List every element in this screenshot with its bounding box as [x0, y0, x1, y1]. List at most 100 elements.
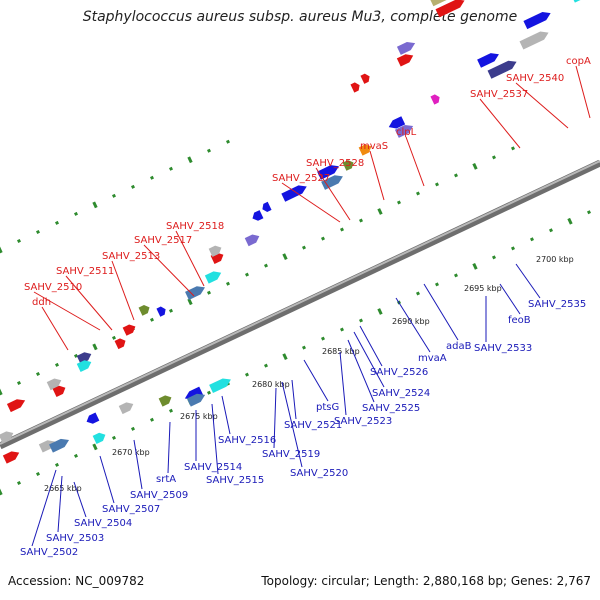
callout-line [353, 331, 385, 388]
gene-features [0, 0, 592, 464]
track-dot [302, 245, 306, 250]
callout-line [73, 481, 87, 518]
track-dot [207, 390, 211, 395]
gene-arrow [0, 431, 14, 444]
track-dot [55, 462, 59, 467]
gene-label-top: SAHV_2511 [56, 266, 114, 277]
track-dot [74, 453, 78, 458]
track-dot [112, 193, 116, 198]
track-dot [492, 255, 496, 260]
gene-label-bottom: SAHV_2504 [74, 518, 132, 529]
callout-line [395, 297, 431, 353]
gene-label-bottom: SAHV_2507 [102, 504, 160, 515]
gene-label-bottom: SAHV_2502 [20, 547, 78, 558]
callout-line [339, 351, 347, 416]
track-dot [340, 327, 344, 332]
gene-arrow [477, 53, 499, 68]
track-dot [282, 353, 288, 360]
gene-arrow [519, 31, 549, 50]
callout-line [347, 339, 375, 403]
kbp-tick-label: 2675 kbp [180, 412, 218, 421]
callout-line [273, 387, 277, 449]
track-dot [472, 163, 478, 170]
gene-arrow [49, 438, 70, 453]
gene-arrow [46, 378, 62, 391]
gene-arrow [208, 245, 222, 257]
gene-label-bottom: SAHV_2509 [130, 490, 188, 501]
gene-arrow [281, 185, 307, 202]
gene-arrow [262, 201, 272, 212]
gene-arrow [138, 305, 150, 316]
callout-line [31, 469, 57, 547]
gene-label-bottom: ptsG [316, 402, 339, 413]
gene-arrow [429, 0, 459, 7]
track-dot [245, 272, 249, 277]
gene-label-bottom: SAHV_2519 [262, 449, 320, 460]
gene-label-top: mvaS [360, 141, 388, 152]
callout-line [57, 475, 63, 533]
track-dot [245, 372, 249, 377]
kbp-tick-label: 2695 kbp [464, 284, 502, 293]
track-dot [511, 246, 515, 251]
track-dot [359, 318, 363, 323]
track-dot [74, 211, 78, 216]
gene-arrow [2, 451, 20, 464]
track-dot [416, 291, 420, 296]
callout-line [575, 65, 591, 119]
kbp-tick-label: 2685 kbp [322, 347, 360, 356]
callout-line [65, 275, 113, 331]
track-dot [226, 139, 230, 144]
gene-label-bottom: SAHV_2516 [218, 435, 276, 446]
kbp-tick-label: 2680 kbp [252, 380, 290, 389]
track-dot [207, 290, 211, 295]
track-dot [416, 191, 420, 196]
gene-arrow [76, 360, 92, 373]
callout-line [33, 291, 101, 331]
callout-line [167, 421, 171, 474]
gene-arrow [122, 324, 136, 336]
gene-label-top: SAHV_2517 [134, 235, 192, 246]
gene-label-bottom: SAHV_2515 [206, 475, 264, 486]
gene-label-bottom: srtA [156, 474, 176, 485]
backbone-line [0, 159, 600, 450]
gene-arrow [252, 210, 264, 221]
track-dot [454, 173, 458, 178]
track-dot [0, 388, 3, 396]
track-dot [112, 435, 116, 440]
gene-arrow [317, 165, 339, 180]
track-dot [131, 184, 135, 189]
gene-arrow [158, 395, 172, 407]
track-dot [36, 371, 40, 376]
track-dot [207, 148, 211, 153]
kbp-tick-label: 2670 kbp [112, 448, 150, 457]
gene-arrow [350, 82, 360, 93]
track-dot [74, 353, 78, 358]
callout-line [211, 403, 219, 475]
track-dot [92, 343, 98, 351]
track-dot [226, 281, 230, 286]
gene-label-top: SAHV_2528 [306, 158, 364, 169]
gene-label-bottom: SAHV_2514 [184, 462, 242, 473]
gene-arrow [358, 144, 372, 156]
gene-label-bottom: SAHV_2526 [370, 367, 428, 378]
track-dot [17, 480, 21, 485]
gene-label-top: SAHV_2527 [272, 173, 330, 184]
gene-arrow [156, 306, 166, 317]
track-dot [0, 246, 3, 254]
track-dot [92, 443, 98, 451]
track-dot [302, 345, 306, 350]
track-dot [92, 201, 98, 209]
track-dot [282, 253, 288, 260]
track-dot [377, 208, 383, 215]
track-dot [187, 156, 193, 164]
callout-line [111, 260, 135, 321]
callout-line [369, 150, 385, 201]
gene-label-bottom: adaB [446, 341, 472, 352]
gene-label-top: ddh [32, 297, 51, 308]
callout-line [479, 98, 521, 149]
gene-label-bottom: SAHV_2523 [334, 416, 392, 427]
track-dot [169, 166, 173, 171]
callout-line [143, 244, 195, 297]
track-dot [264, 263, 268, 268]
gene-label-top: copA [566, 56, 591, 67]
